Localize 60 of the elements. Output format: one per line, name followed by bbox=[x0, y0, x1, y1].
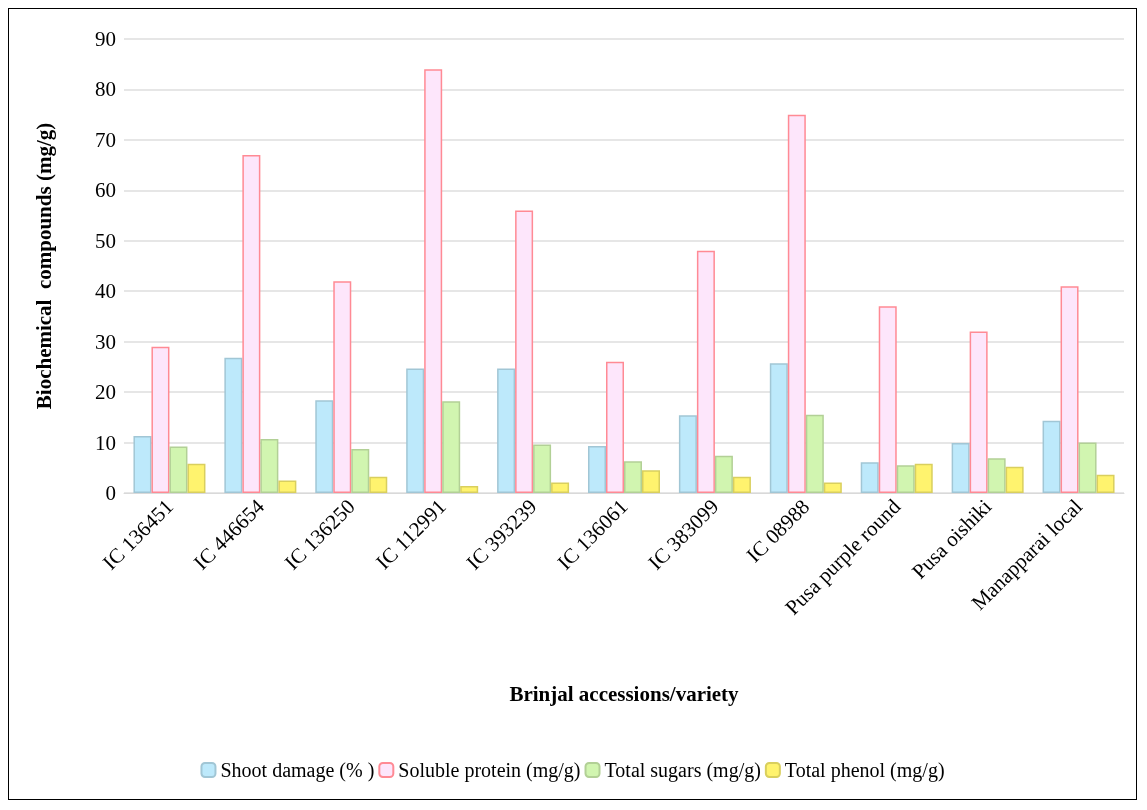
bar bbox=[1005, 466, 1024, 493]
bar bbox=[969, 331, 988, 493]
y-tick-label: 40 bbox=[95, 279, 116, 304]
bar bbox=[696, 250, 715, 493]
bar bbox=[769, 363, 788, 493]
y-tick-label: 70 bbox=[95, 127, 116, 152]
bar bbox=[878, 306, 897, 493]
bar bbox=[642, 470, 660, 493]
bar bbox=[442, 401, 461, 493]
bar bbox=[333, 281, 352, 493]
bar bbox=[533, 444, 552, 493]
legend-label: Total sugars (mg/g) bbox=[604, 759, 761, 782]
bar bbox=[1042, 420, 1061, 493]
bar bbox=[424, 69, 443, 493]
y-tick-label: 60 bbox=[95, 178, 116, 203]
bar bbox=[732, 476, 751, 493]
bar bbox=[278, 480, 297, 493]
bar bbox=[588, 446, 606, 493]
legend-label: Shoot damage (% ) bbox=[220, 759, 375, 782]
bar bbox=[187, 463, 206, 493]
bar bbox=[224, 357, 243, 493]
bar bbox=[1060, 286, 1079, 493]
y-tick-label: 20 bbox=[95, 380, 116, 405]
bar bbox=[914, 463, 933, 493]
bar bbox=[896, 465, 915, 493]
bar bbox=[260, 439, 279, 493]
bar bbox=[169, 446, 188, 493]
bar bbox=[624, 461, 642, 493]
bar bbox=[823, 482, 842, 493]
bar bbox=[987, 458, 1006, 493]
bar bbox=[714, 455, 733, 493]
bar bbox=[551, 482, 570, 493]
y-tick-label: 0 bbox=[105, 481, 116, 505]
y-tick-label: 30 bbox=[95, 329, 116, 354]
bar bbox=[460, 485, 479, 493]
bar bbox=[951, 443, 970, 493]
x-axis-title: Brinjal accessions/variety bbox=[509, 681, 740, 706]
bar bbox=[1078, 442, 1097, 493]
bar bbox=[805, 414, 824, 493]
bar bbox=[351, 449, 370, 493]
y-tick-label: 90 bbox=[95, 27, 116, 51]
y-axis-title: Biochemical compounds (mg/g) bbox=[31, 122, 56, 410]
y-tick-label: 10 bbox=[95, 430, 116, 455]
bar bbox=[497, 368, 516, 493]
bar bbox=[151, 346, 170, 493]
y-tick-label: 50 bbox=[95, 228, 116, 253]
bar bbox=[369, 476, 388, 493]
bar bbox=[515, 210, 534, 493]
legend-label: Total phenol (mg/g) bbox=[784, 759, 945, 782]
bar bbox=[678, 415, 697, 493]
bar bbox=[860, 462, 879, 493]
bar bbox=[242, 155, 261, 493]
bar bbox=[315, 400, 334, 493]
bar bbox=[133, 436, 152, 493]
legend-label: Soluble protein (mg/g) bbox=[398, 759, 581, 782]
bar bbox=[787, 114, 806, 493]
bar bbox=[1096, 474, 1115, 493]
bar bbox=[606, 361, 624, 493]
bar bbox=[406, 368, 425, 493]
y-tick-label: 80 bbox=[95, 77, 116, 102]
